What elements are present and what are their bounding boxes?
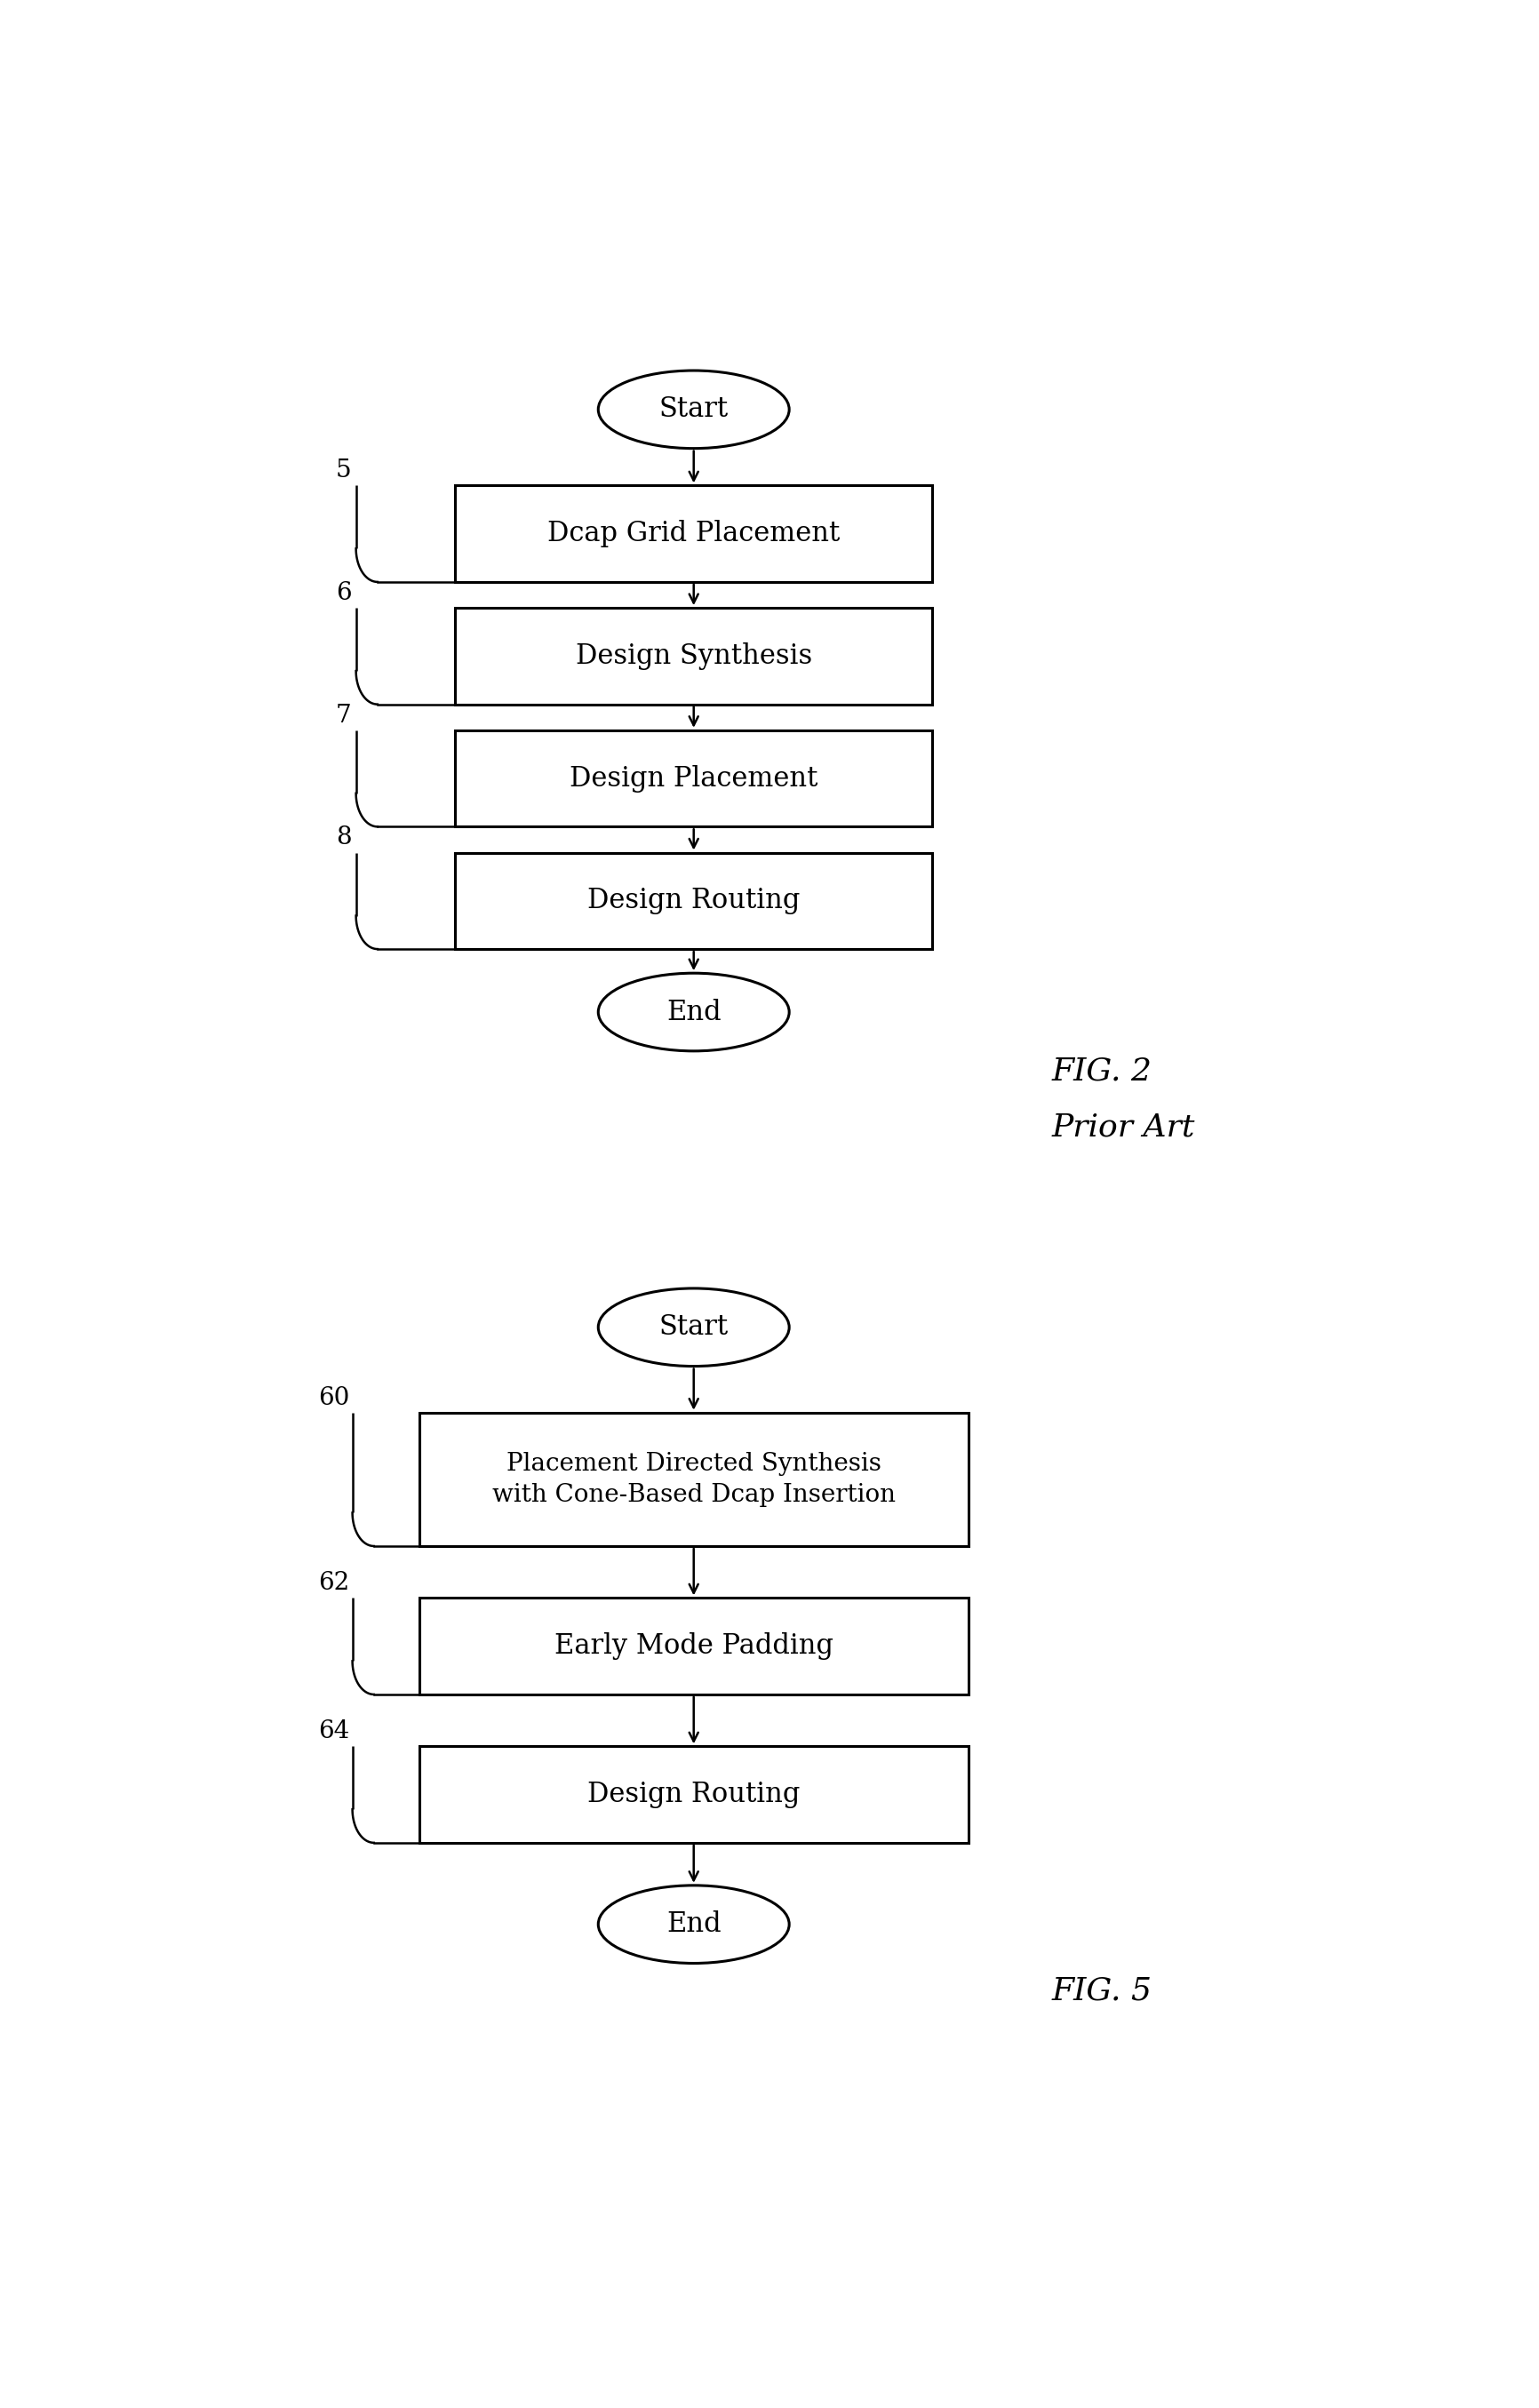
Ellipse shape [597, 1885, 788, 1963]
FancyBboxPatch shape [456, 852, 931, 949]
FancyBboxPatch shape [419, 1746, 968, 1842]
Text: Design Routing: Design Routing [586, 886, 800, 915]
Text: Design Placement: Design Placement [569, 766, 817, 792]
Text: FIG. 5: FIG. 5 [1051, 1977, 1151, 2006]
Ellipse shape [597, 371, 788, 448]
Text: 60: 60 [317, 1385, 349, 1409]
Text: 64: 64 [317, 1719, 349, 1743]
Ellipse shape [597, 1288, 788, 1365]
Text: FIG. 2: FIG. 2 [1051, 1057, 1151, 1086]
Text: Dcap Grid Placement: Dcap Grid Placement [548, 520, 839, 547]
FancyBboxPatch shape [456, 486, 931, 583]
Text: Prior Art: Prior Art [1051, 1112, 1194, 1141]
Ellipse shape [597, 973, 788, 1050]
Text: End: End [666, 1910, 720, 1938]
Text: Start: Start [659, 395, 728, 424]
FancyBboxPatch shape [456, 607, 931, 703]
Text: Early Mode Padding: Early Mode Padding [554, 1633, 833, 1659]
FancyBboxPatch shape [419, 1413, 968, 1546]
FancyBboxPatch shape [419, 1599, 968, 1695]
Text: 8: 8 [336, 826, 351, 850]
Text: Design Synthesis: Design Synthesis [576, 643, 811, 669]
FancyBboxPatch shape [456, 730, 931, 826]
Text: 5: 5 [336, 458, 351, 482]
Text: 7: 7 [336, 703, 351, 727]
Text: End: End [666, 999, 720, 1026]
Text: 6: 6 [336, 580, 351, 604]
Text: 62: 62 [317, 1570, 349, 1594]
Text: Start: Start [659, 1312, 728, 1341]
Text: Design Routing: Design Routing [586, 1782, 800, 1808]
Text: Placement Directed Synthesis
with Cone-Based Dcap Insertion: Placement Directed Synthesis with Cone-B… [492, 1452, 894, 1507]
